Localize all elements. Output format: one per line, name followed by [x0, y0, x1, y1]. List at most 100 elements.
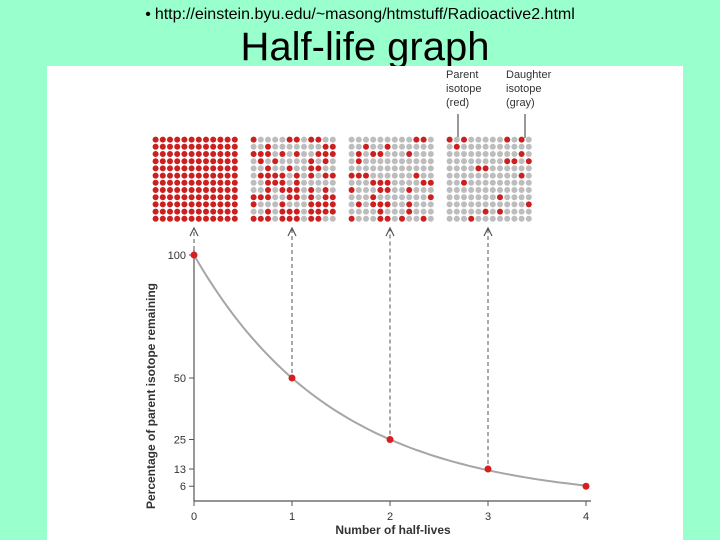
- parent-atom: [482, 208, 489, 215]
- parent-atom: [518, 151, 525, 157]
- parent-atom: [308, 208, 315, 215]
- daughter-atom: [511, 194, 518, 201]
- parent-atom: [181, 151, 188, 157]
- daughter-atom: [406, 194, 413, 201]
- daughter-atom: [420, 165, 427, 172]
- daughter-atom: [363, 194, 369, 201]
- daughter-atom: [370, 187, 377, 193]
- daughter-atom: [461, 215, 467, 222]
- parent-atom: [195, 187, 202, 193]
- daughter-atom: [413, 201, 420, 208]
- data-point-2: [386, 436, 394, 443]
- parent-atom: [265, 151, 271, 157]
- daughter-atom: [257, 201, 264, 208]
- daughter-atom: [301, 165, 307, 172]
- parent-atom: [384, 215, 391, 222]
- daughter-atom: [286, 201, 293, 208]
- daughter-atom: [391, 208, 398, 215]
- daughter-atom: [399, 151, 405, 157]
- daughter-atom: [315, 194, 322, 201]
- parent-atom: [152, 143, 159, 150]
- isotope-grids: [152, 136, 532, 222]
- parent-atom: [272, 158, 279, 165]
- parent-atom: [195, 215, 202, 222]
- daughter-atom: [475, 172, 482, 179]
- daughter-atom: [420, 201, 427, 208]
- parent-atom: [257, 158, 264, 165]
- daughter-atom: [504, 172, 511, 179]
- daughter-atom: [286, 179, 293, 186]
- parent-atom: [217, 172, 224, 179]
- parent-atom: [293, 208, 300, 215]
- parent-atom: [195, 165, 202, 172]
- daughter-atom: [391, 151, 398, 157]
- parent-atom: [504, 136, 511, 143]
- parent-atom: [308, 165, 315, 172]
- daughter-atom: [453, 158, 460, 165]
- guide-arrow-3: [483, 226, 493, 237]
- parent-atom: [377, 187, 384, 193]
- parent-atom: [174, 158, 181, 165]
- daughter-atom: [355, 165, 362, 172]
- daughter-atom: [446, 179, 453, 186]
- parent-atom: [217, 201, 224, 208]
- parent-atom: [377, 208, 384, 215]
- daughter-atom: [370, 172, 377, 179]
- parent-atom: [348, 215, 355, 222]
- parent-atom: [152, 194, 159, 201]
- parent-atom: [181, 215, 188, 222]
- parent-atom: [257, 151, 264, 157]
- y-tick-label-50: 50: [174, 373, 186, 385]
- daughter-atom: [468, 165, 475, 172]
- parent-atom: [286, 208, 293, 215]
- parent-atom: [167, 201, 173, 208]
- parent-atom: [322, 158, 329, 165]
- daughter-atom: [511, 165, 518, 172]
- parent-atom: [217, 179, 224, 186]
- atom-grid-0: [152, 136, 238, 222]
- daughter-atom: [427, 165, 434, 172]
- parent-atom: [224, 215, 231, 222]
- daughter-atom: [363, 208, 369, 215]
- parent-atom: [315, 151, 322, 157]
- parent-atom: [217, 151, 224, 157]
- daughter-atom: [504, 194, 511, 201]
- daughter-atom: [489, 208, 496, 215]
- data-points: [190, 251, 590, 490]
- parent-atom: [217, 158, 224, 165]
- daughter-atom: [420, 151, 427, 157]
- parent-atom: [370, 194, 377, 201]
- parent-atom: [167, 143, 173, 150]
- daughter-atom: [406, 158, 413, 165]
- parent-atom: [188, 179, 195, 186]
- daughter-atom: [257, 208, 264, 215]
- daughter-atom: [475, 201, 482, 208]
- daughter-atom: [468, 151, 475, 157]
- daughter-atom: [518, 187, 525, 193]
- atom-grid-2: [348, 136, 434, 222]
- parent-atom: [279, 201, 286, 208]
- daughter-atom: [461, 143, 467, 150]
- daughter-atom: [468, 201, 475, 208]
- parent-atom: [525, 201, 532, 208]
- daughter-atom: [370, 208, 377, 215]
- daughter-atom: [406, 215, 413, 222]
- parent-atom: [203, 194, 209, 201]
- parent-atom: [231, 172, 238, 179]
- parent-atom: [265, 187, 271, 193]
- parent-atom: [217, 165, 224, 172]
- daughter-atom: [329, 179, 336, 186]
- daughter-atom: [377, 194, 384, 201]
- parent-atom: [217, 194, 224, 201]
- legend-daughter-line-1: Daughter: [506, 69, 552, 81]
- daughter-atom: [363, 201, 369, 208]
- daughter-atom: [482, 179, 489, 186]
- daughter-atom: [525, 165, 532, 172]
- parent-atom: [231, 179, 238, 186]
- daughter-atom: [315, 187, 322, 193]
- parent-atom: [231, 143, 238, 150]
- parent-atom: [152, 187, 159, 193]
- parent-atom: [329, 143, 336, 150]
- daughter-atom: [420, 194, 427, 201]
- daughter-atom: [489, 201, 496, 208]
